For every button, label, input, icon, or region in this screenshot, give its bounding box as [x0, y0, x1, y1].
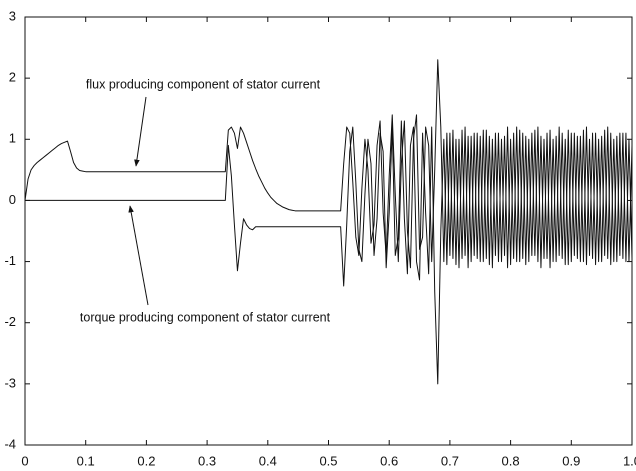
x-tick-label: 0.9 [562, 453, 580, 468]
y-tick-label: -2 [4, 314, 16, 329]
x-tick-label: 0.3 [198, 453, 216, 468]
x-tick-label: 0.8 [502, 453, 520, 468]
x-tick-label: 0.2 [137, 453, 155, 468]
x-tick-label: 0.5 [319, 453, 337, 468]
y-tick-label: 0 [9, 192, 16, 207]
x-tick-label: 0 [21, 453, 28, 468]
x-tick-label: 0.7 [441, 453, 459, 468]
x-tick-label: 0.4 [259, 453, 277, 468]
x-tick-label: 0.6 [380, 453, 398, 468]
x-tick-label: 1.0 [623, 453, 636, 468]
y-tick-label: -1 [4, 253, 16, 268]
x-tick-label: 0.1 [77, 453, 95, 468]
y-tick-label: 3 [9, 8, 16, 23]
series-line [24, 59, 633, 269]
y-tick-label: -3 [4, 375, 16, 390]
y-tick-label: 1 [9, 131, 16, 146]
y-tick-label: 2 [9, 70, 16, 85]
annotation: torque producing component of stator cur… [80, 310, 331, 324]
annotation: flux producing component of stator curre… [86, 77, 321, 91]
y-tick-label: -4 [4, 436, 16, 451]
annotation-arrow [134, 96, 147, 167]
series-line [25, 120, 633, 385]
annotation-arrow [128, 205, 149, 306]
